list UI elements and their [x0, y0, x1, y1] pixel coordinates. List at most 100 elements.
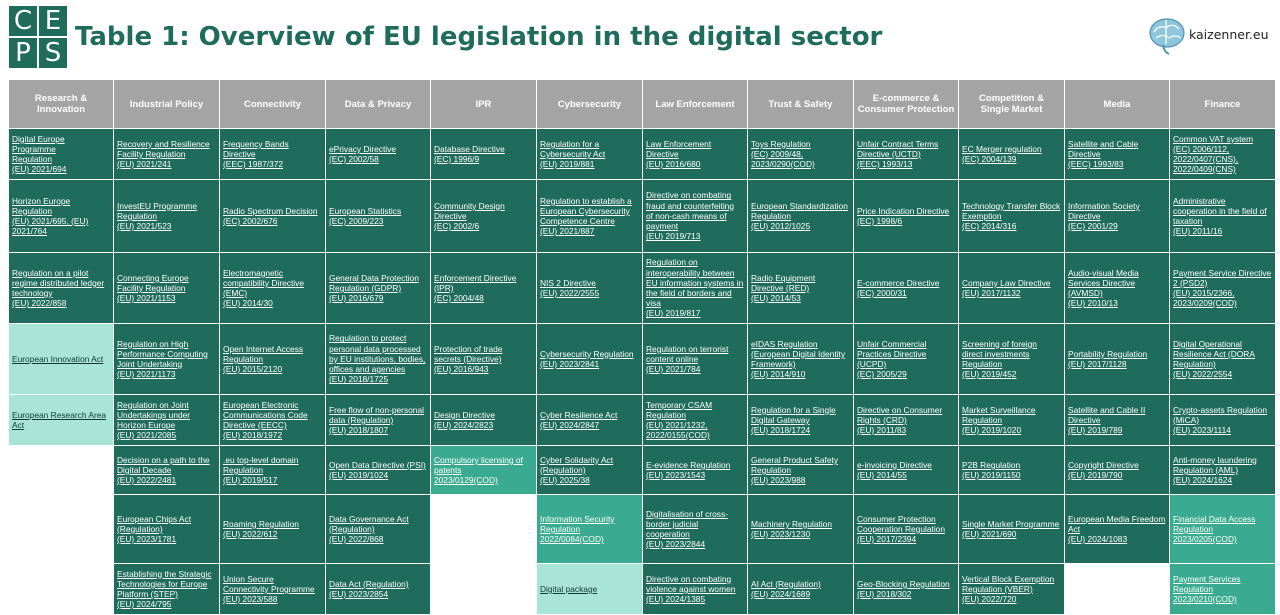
legislation-link[interactable]: Toys Regulation (EC) 2009/48, 2023/0290(… [747, 128, 854, 180]
legislation-link[interactable]: Data Governance Act (Regulation) (EU) 20… [325, 494, 431, 564]
legislation-link[interactable]: Radio Equipment Directive (RED) (EU) 201… [747, 252, 854, 324]
legislation-link[interactable]: Screening of foreign direct investments … [958, 323, 1065, 395]
legislation-link[interactable]: Directive on Consumer Rights (CRD) (EU) … [853, 394, 959, 446]
legislation-link[interactable]: Satellite and Cable II Directive (EU) 20… [1064, 394, 1170, 446]
legislation-link[interactable]: Digitalisation of cross- border judicial… [642, 494, 748, 564]
legislation-link[interactable]: Community Design Directive (EC) 2002/6 [430, 179, 537, 253]
legislation-link[interactable]: Temporary CSAM Regulation (EU) 2021/1232… [642, 394, 748, 446]
legislation-link[interactable]: Regulation on Joint Undertakings under H… [113, 394, 220, 446]
legislation-link[interactable]: Radio Spectrum Decision (EC) 2002/676 [219, 179, 326, 253]
legislation-link[interactable]: Roaming Regulation (EU) 2022/612 [219, 494, 326, 564]
legislation-link[interactable]: Establishing the Strategic Technologies … [113, 563, 220, 615]
legislation-link[interactable]: Design Directive (EU) 2024/2823 [430, 394, 537, 446]
legislation-link[interactable]: Regulation to establish a European Cyber… [536, 179, 643, 253]
brand-name[interactable]: kaizenner.eu [1189, 27, 1269, 42]
legislation-link[interactable]: Recovery and Resilience Facility Regulat… [113, 128, 220, 180]
table-row: Decision on a path to the Digital Decade… [8, 445, 1276, 495]
legislation-link[interactable]: Data Act (Regulation) (EU) 2023/2854 [325, 563, 431, 615]
legislation-link[interactable]: Database Directive (EC) 1996/9 [430, 128, 537, 180]
legislation-link[interactable]: Open Data Directive (PSI) (EU) 2019/1024 [325, 445, 431, 495]
legislation-link[interactable]: Portability Regulation (EU) 2017/1128 [1064, 323, 1170, 395]
legislation-link[interactable]: Horizon Europe Regulation (EU) 2021/695,… [8, 179, 114, 253]
legislation-link[interactable]: E-commerce Directive (EC) 2000/31 [853, 252, 959, 324]
legislation-link[interactable]: Machinery Regulation (EU) 2023/1230 [747, 494, 854, 564]
brain-icon [1149, 18, 1185, 55]
legislation-link[interactable]: Regulation for a Single Digital Gateway … [747, 394, 854, 446]
legislation-text: European Innovation Act [12, 353, 104, 364]
legislation-text: Administrative cooperation in the field … [1173, 195, 1267, 237]
legislation-link[interactable]: Protection of trade secrets (Directive) … [430, 323, 537, 395]
legislation-link[interactable]: Technology Transfer Block Exemption (EC)… [958, 179, 1065, 253]
legislation-link[interactable]: Digital Operational Resilience Act (DORA… [1169, 323, 1276, 395]
legislation-link[interactable]: General Product Safety Regulation (EU) 2… [747, 445, 854, 495]
legislation-link[interactable]: InvestEU Programme Regulation (EU) 2021/… [113, 179, 220, 253]
legislation-link[interactable]: e-invoicing Directive (EU) 2014/55 [853, 445, 959, 495]
legislation-link[interactable]: Payment Service Directive 2 (PSD2) (EU) … [1169, 252, 1276, 324]
legislation-link[interactable]: European Standardization Regulation (EU)… [747, 179, 854, 253]
legislation-link[interactable]: Free flow of non-personal data (Regulati… [325, 394, 431, 446]
legislation-link[interactable]: Cyber Solidarity Act (Regulation) (EU) 2… [536, 445, 643, 495]
legislation-link[interactable]: Regulation to protect personal data proc… [325, 323, 431, 395]
legislation-link[interactable]: General Data Protection Regulation (GDPR… [325, 252, 431, 324]
legislation-link[interactable]: Common VAT system (EC) 2006/112, 2022/04… [1169, 128, 1276, 180]
legislation-link[interactable]: Enforcement Directive (IPR) (EC) 2004/48 [430, 252, 537, 324]
legislation-link[interactable]: Financial Data Access Regulation 2023/02… [1169, 494, 1276, 564]
legislation-link[interactable]: Price Indication Directive (EC) 1998/6 [853, 179, 959, 253]
legislation-link[interactable]: ePrivacy Directive (EC) 2002/58 [325, 128, 431, 180]
legislation-link[interactable]: Directive on combating violence against … [642, 563, 748, 615]
legislation-link[interactable]: Connecting Europe Facility Regulation (E… [113, 252, 220, 324]
column-header: Industrial Policy [113, 79, 220, 129]
legislation-link[interactable]: .eu top-level domain Regulation (EU) 201… [219, 445, 326, 495]
legislation-link[interactable]: Geo-Blocking Regulation (EU) 2018/302 [853, 563, 959, 615]
legislation-link[interactable]: Cybersecurity Regulation (EU) 2023/2841 [536, 323, 643, 395]
legislation-link[interactable]: Consumer Protection Cooperation Regulati… [853, 494, 959, 564]
legislation-link[interactable]: Directive on combating fraud and counter… [642, 179, 748, 253]
legislation-link[interactable]: Satellite and Cable Directive (EEC) 1993… [1064, 128, 1170, 180]
legislation-link[interactable]: European Electronic Communications Code … [219, 394, 326, 446]
legislation-link[interactable]: European Media Freedom Act (EU) 2024/108… [1064, 494, 1170, 564]
legislation-link[interactable]: E-evidence Regulation (EU) 2023/1543 [642, 445, 748, 495]
legislation-link[interactable]: eIDAS Regulation (European Digital Ident… [747, 323, 854, 395]
legislation-link[interactable]: Administrative cooperation in the field … [1169, 179, 1276, 253]
legislation-link[interactable]: Payment Services Regulation 2023/0210(CO… [1169, 563, 1276, 615]
legislation-link[interactable]: Regulation for a Cybersecurity Act (EU) … [536, 128, 643, 180]
kaizenner-logo[interactable] [1146, 14, 1276, 58]
legislation-link[interactable]: European Statistics (EC) 2009/223 [325, 179, 431, 253]
logo-letter: E [39, 6, 67, 36]
legislation-link[interactable]: Law Enforcement Directive (EU) 2016/680 [642, 128, 748, 180]
legislation-link[interactable]: Vertical Block Exemption Regulation (VBE… [958, 563, 1065, 615]
legislation-link[interactable]: EC Merger regulation (EC) 2004/139 [958, 128, 1065, 180]
legislation-link[interactable]: Decision on a path to the Digital Decade… [113, 445, 220, 495]
legislation-link[interactable]: Market Surveillance Regulation (EU) 2019… [958, 394, 1065, 446]
legislation-link[interactable]: Regulation on a pilot regime distributed… [8, 252, 114, 324]
legislation-link[interactable]: P2B Regulation (EU) 2019/1150 [958, 445, 1065, 495]
legislation-link[interactable]: Compulsory licensing of patents 2023/012… [430, 445, 537, 495]
legislation-link[interactable]: Unfair Contract Terms Directive (UCTD) (… [853, 128, 959, 180]
legislation-text: Union Secure Connectivity Programme (EU)… [223, 573, 315, 605]
legislation-link[interactable]: Company Law Directive (EU) 2017/1132 [958, 252, 1065, 324]
legislation-link[interactable]: Regulation on High Performance Computing… [113, 323, 220, 395]
legislation-link[interactable]: Electromagnetic compatibility Directive … [219, 252, 326, 324]
legislation-link[interactable]: Frequency Bands Directive (EEC) 1987/372 [219, 128, 326, 180]
legislation-link[interactable]: Information Security Regulation 2022/008… [536, 494, 643, 564]
legislation-link[interactable]: Single Market Programme (EU) 2021/690 [958, 494, 1065, 564]
legislation-link[interactable]: Union Secure Connectivity Programme (EU)… [219, 563, 326, 615]
legislation-link[interactable]: European Research Area Act [8, 394, 114, 446]
legislation-link[interactable]: European Innovation Act [8, 323, 114, 395]
legislation-link[interactable]: Copyright Directive (EU) 2019/790 [1064, 445, 1170, 495]
legislation-link[interactable]: NIS 2 Directive (EU) 2022/2555 [536, 252, 643, 324]
legislation-link[interactable]: Regulation on terrorist content online (… [642, 323, 748, 395]
legislation-link[interactable]: Unfair Commercial Practices Directive (U… [853, 323, 959, 395]
column-header: Law Enforcement [642, 79, 748, 129]
legislation-link[interactable]: Anti-money laundering Regulation (AML) (… [1169, 445, 1276, 495]
legislation-link[interactable]: European Chips Act (Regulation) (EU) 202… [113, 494, 220, 564]
legislation-link[interactable]: Information Society Directive (EC) 2001/… [1064, 179, 1170, 253]
legislation-link[interactable]: AI Act (Regulation) (EU) 2024/1689 [747, 563, 854, 615]
legislation-link[interactable]: Digital package [536, 563, 643, 615]
legislation-link[interactable]: Crypto-assets Regulation (MiCA) (EU) 202… [1169, 394, 1276, 446]
legislation-link[interactable]: Open Internet Access Regulation (EU) 201… [219, 323, 326, 395]
legislation-link[interactable]: Digital Europe Programme Regulation (EU)… [8, 128, 114, 180]
legislation-link[interactable]: Cyber Resilience Act (EU) 2024/2847 [536, 394, 643, 446]
legislation-link[interactable]: Regulation on interoperability between E… [642, 252, 748, 324]
legislation-link[interactable]: Audio-visual Media Services Directive (A… [1064, 252, 1170, 324]
